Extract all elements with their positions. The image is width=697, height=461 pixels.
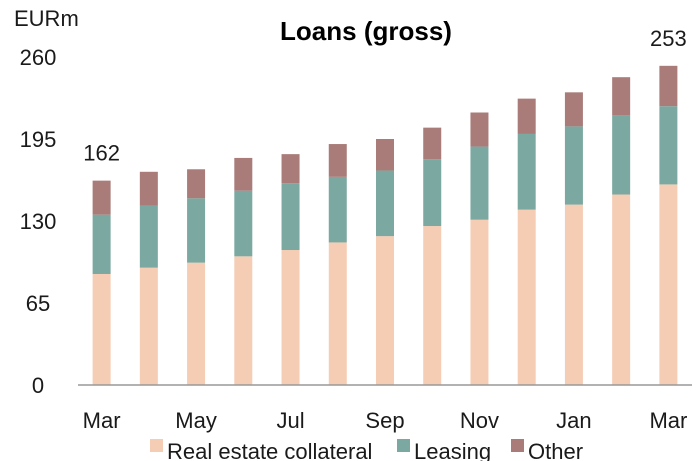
- bar-segment-other: [92, 180, 111, 215]
- total-label: 162: [83, 141, 120, 166]
- bar-segment-real-estate-collateral: [659, 184, 678, 385]
- bar-segment-other: [234, 157, 253, 191]
- legend-swatch: [511, 439, 524, 452]
- bar-segment-other: [470, 112, 489, 147]
- y-tick-label: 0: [32, 373, 44, 398]
- bar-segment-real-estate-collateral: [423, 226, 442, 385]
- total-labels: 162 253: [83, 26, 686, 166]
- total-label: 253: [650, 26, 687, 51]
- x-tick-label: Mar: [83, 408, 121, 433]
- x-tick-label: Sep: [365, 408, 404, 433]
- bar-segment-other: [187, 169, 206, 199]
- bar-segment-other: [281, 154, 300, 184]
- bars-group: [92, 65, 678, 385]
- bar-segment-leasing: [139, 205, 158, 268]
- x-tick-label: Jan: [556, 408, 591, 433]
- bar-segment-leasing: [659, 106, 678, 185]
- x-tick-label: May: [175, 408, 217, 433]
- bar-segment-real-estate-collateral: [612, 194, 631, 385]
- y-axis-unit-label: EURm: [14, 6, 79, 31]
- y-tick-label: 65: [26, 291, 50, 316]
- x-tick-label: Mar: [649, 408, 687, 433]
- bar-segment-leasing: [517, 133, 536, 210]
- chart-title: Loans (gross): [280, 16, 452, 46]
- bar-segment-other: [564, 92, 583, 127]
- x-tick-label: Nov: [460, 408, 499, 433]
- y-tick-label: 195: [20, 127, 57, 152]
- bar-segment-leasing: [612, 115, 631, 195]
- bar-segment-other: [376, 139, 394, 171]
- bar-segment-other: [423, 127, 442, 160]
- bar-segment-real-estate-collateral: [470, 219, 489, 385]
- legend: Real estate collateral Leasing Other: [150, 439, 583, 461]
- bar-segment-other: [328, 144, 347, 177]
- bar-segment-leasing: [187, 198, 206, 263]
- bar-segment-real-estate-collateral: [328, 242, 347, 385]
- bar-segment-real-estate-collateral: [517, 209, 536, 385]
- x-axis-ticks: Mar May Jul Sep Nov Jan Mar: [83, 408, 688, 433]
- bar-segment-real-estate-collateral: [234, 256, 253, 385]
- legend-swatch: [397, 439, 410, 452]
- bar-segment-real-estate-collateral: [139, 267, 158, 385]
- bar-segment-leasing: [423, 159, 442, 227]
- bar-segment-other: [659, 65, 678, 107]
- bar-segment-real-estate-collateral: [281, 250, 300, 385]
- bar-segment-leasing: [376, 170, 394, 237]
- bar-segment-real-estate-collateral: [564, 204, 583, 385]
- bar-segment-leasing: [281, 183, 300, 251]
- x-tick-label: Jul: [276, 408, 304, 433]
- bar-segment-leasing: [564, 126, 583, 205]
- bar-segment-leasing: [328, 176, 347, 243]
- bar-segment-real-estate-collateral: [376, 236, 394, 385]
- bar-segment-real-estate-collateral: [187, 262, 206, 385]
- bar-segment-leasing: [234, 190, 253, 257]
- bar-segment-other: [612, 77, 631, 116]
- bar-segment-other: [139, 171, 158, 206]
- legend-label: Leasing: [414, 439, 491, 461]
- legend-swatch: [150, 439, 163, 452]
- legend-label: Other: [528, 439, 583, 461]
- bar-segment-leasing: [470, 146, 489, 220]
- y-tick-label: 260: [20, 45, 57, 70]
- y-axis-ticks: 0 65 130 195 260: [20, 45, 57, 398]
- y-tick-label: 130: [20, 209, 57, 234]
- bar-segment-other: [517, 98, 536, 134]
- legend-label: Real estate collateral: [167, 439, 372, 461]
- bar-segment-real-estate-collateral: [92, 273, 111, 385]
- bar-segment-leasing: [92, 214, 111, 274]
